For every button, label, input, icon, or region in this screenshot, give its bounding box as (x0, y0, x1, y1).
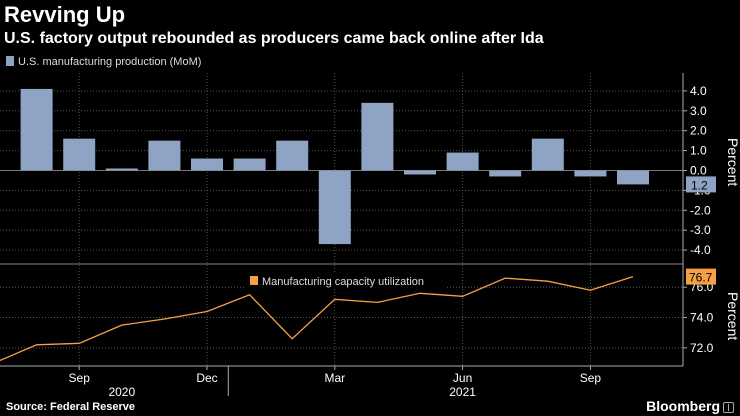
brand-logo: Bloomberg (646, 398, 720, 414)
bar (404, 170, 436, 175)
line-legend-swatch (250, 276, 258, 285)
bar (105, 168, 138, 171)
chart-subtitle: U.S. factory output rebounded as produce… (4, 30, 544, 47)
y-tick-label: 0.0 (690, 163, 707, 177)
line-last-value-box (686, 268, 716, 285)
y-tick-label: -3.0 (690, 223, 711, 237)
bar (489, 170, 522, 177)
bar (361, 102, 394, 171)
source-note: Source: Federal Reserve (6, 401, 136, 413)
x-tick-label: Dec (196, 371, 217, 385)
line-legend-bg (246, 273, 446, 289)
y-tick-label: -2.0 (690, 203, 711, 217)
bar (276, 140, 309, 171)
x-tick-label: Mar (324, 371, 345, 385)
y-tick-label: 72.0 (690, 341, 714, 355)
y-tick-label: 2.0 (690, 124, 707, 138)
y-axis-title: Percent (725, 292, 740, 340)
bar (446, 152, 479, 171)
y-tick-label: 3.0 (690, 104, 707, 118)
chart-canvas: 4.03.02.01.00.0-1.0-2.0-3.0-4.076.074.07… (0, 73, 740, 399)
bar (148, 140, 181, 171)
bar (574, 170, 607, 177)
bar (233, 158, 266, 171)
bar-legend-label: U.S. manufacturing production (MoM) (18, 56, 202, 68)
line-series (0, 275, 634, 362)
y-tick-label: 74.0 (690, 311, 714, 325)
bar (191, 158, 223, 171)
brand-icon (723, 402, 734, 413)
x-tick-label: Sep (580, 371, 602, 385)
bar-legend-swatch (6, 56, 14, 66)
x-tick-label: Jun (453, 371, 472, 385)
x-year-label: 2021 (449, 385, 476, 399)
bar (318, 170, 351, 245)
bar-last-value-label: 1.2 (691, 178, 708, 192)
bar (63, 138, 96, 171)
bar (531, 138, 564, 171)
bar (617, 170, 649, 185)
y-axis-title: Percent (725, 138, 740, 186)
y-tick-label: -4.0 (690, 243, 711, 257)
x-tick-label: Sep (69, 371, 91, 385)
bar (20, 88, 53, 171)
y-tick-label: 1.0 (690, 144, 707, 158)
chart-title: Revving Up (4, 2, 126, 27)
line-last-value-label: 76.7 (689, 271, 713, 285)
x-year-label: 2020 (108, 385, 135, 399)
bar-legend: U.S. manufacturing production (MoM) (6, 56, 201, 68)
y-tick-label: 4.0 (690, 84, 707, 98)
bar-last-value-box (686, 176, 716, 193)
line-legend-label: Manufacturing capacity utilization (262, 276, 424, 288)
